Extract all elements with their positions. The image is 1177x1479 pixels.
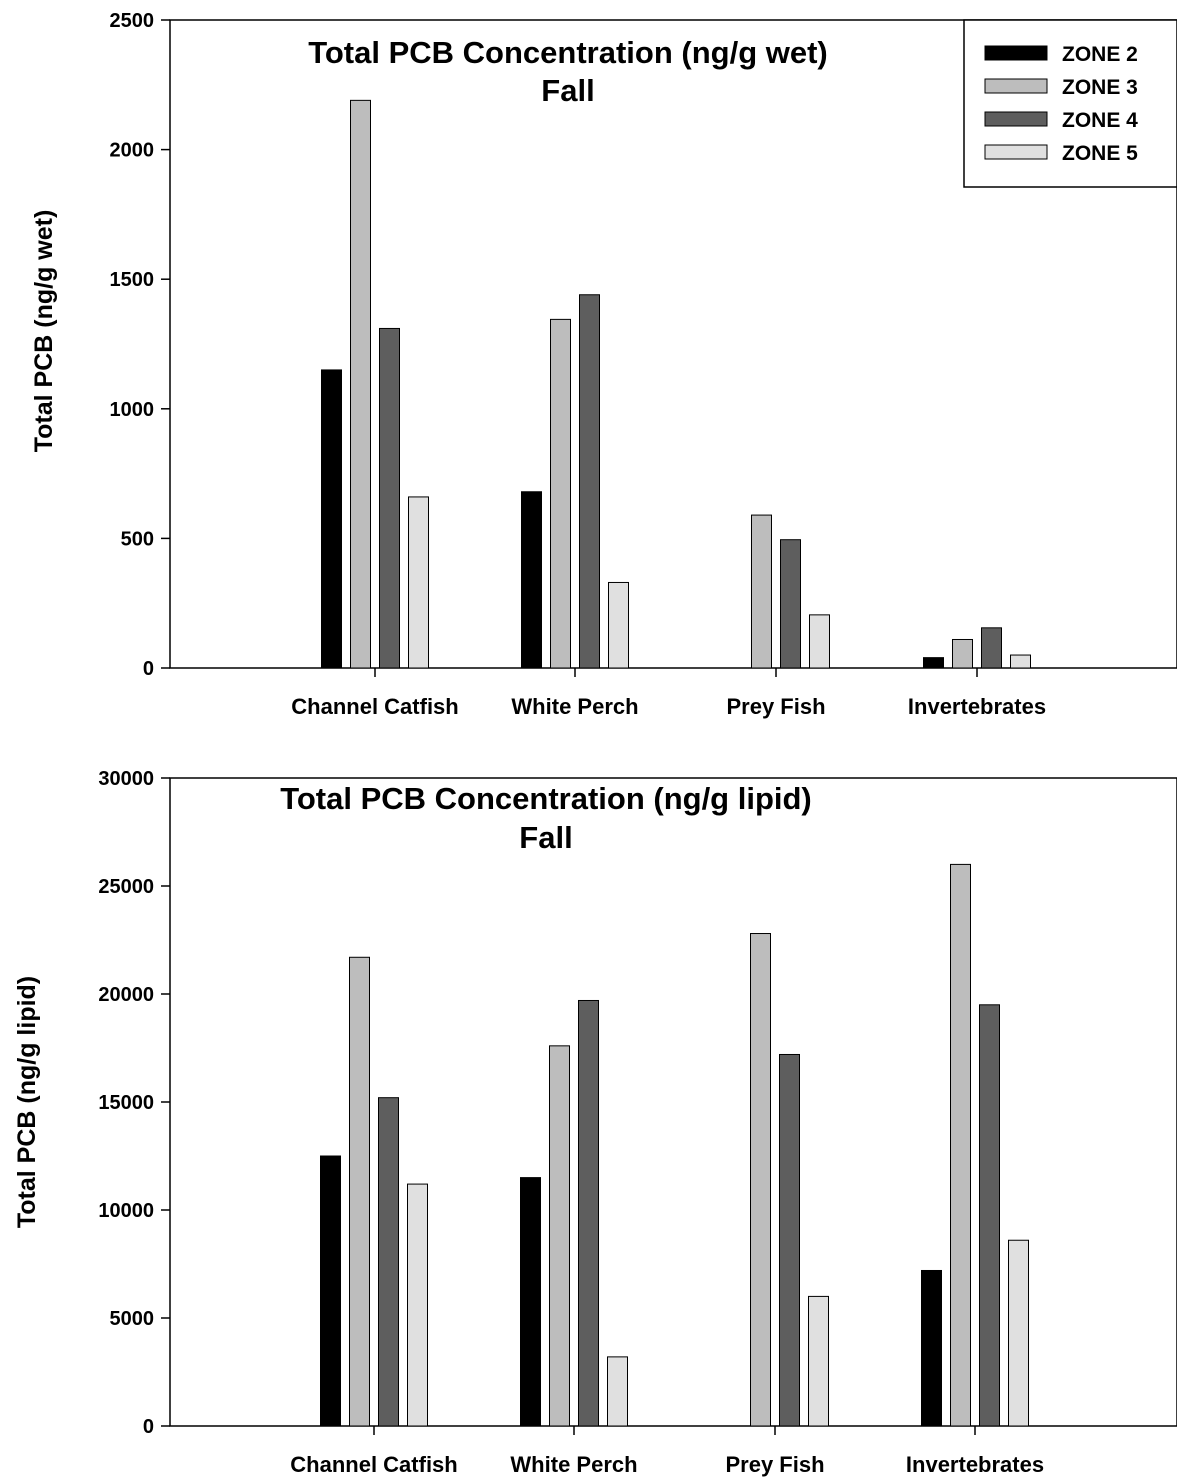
y-tick-label: 20000 [98, 984, 154, 1006]
bar [407, 1183, 428, 1427]
y-axis-label: Total PCB (ng/g lipid) [13, 976, 41, 1228]
y-tick-label: 30000 [98, 768, 154, 790]
bar [979, 1004, 1000, 1427]
bar [521, 491, 542, 669]
x-tick-label: White Perch [511, 694, 638, 719]
chart-subtitle: Fall [541, 73, 594, 108]
bar [808, 1295, 829, 1427]
x-tick-label: Prey Fish [726, 694, 825, 719]
bar [321, 369, 342, 669]
y-tick-label: 15000 [98, 1092, 154, 1114]
y-tick-label: 2000 [110, 140, 155, 162]
chart-1: 0 500 1000 1500 2000 2500 Channel Catfish White… [30, 10, 1177, 719]
bar [751, 514, 772, 669]
bar [607, 1356, 628, 1427]
y-tick-label: 10000 [98, 1200, 154, 1222]
legend-swatch [984, 144, 1048, 160]
bar [950, 863, 971, 1427]
bar [1008, 1239, 1029, 1427]
x-tick-label: White Perch [510, 1452, 637, 1477]
bar [779, 1053, 800, 1427]
legend-label: ZONE 2 [1062, 43, 1138, 66]
bar [981, 627, 1002, 669]
bar [549, 1045, 570, 1427]
y-tick-label: 0 [143, 658, 154, 680]
bar [350, 99, 371, 669]
chart-title: Total PCB Concentration (ng/g lipid) [280, 781, 812, 816]
x-tick-label: Channel Catfish [291, 694, 458, 719]
legend-label: ZONE 4 [1062, 109, 1138, 132]
legend-label: ZONE 3 [1062, 76, 1138, 99]
legend-swatch [984, 111, 1048, 127]
y-tick-label: 25000 [98, 876, 154, 898]
bar [379, 327, 400, 669]
bar [921, 1269, 942, 1427]
bar [578, 999, 599, 1427]
bar [579, 294, 600, 669]
x-tick-label: Channel Catfish [290, 1452, 457, 1477]
bar [923, 657, 944, 669]
x-tick-label: Prey Fish [725, 1452, 824, 1477]
y-tick-label: 2500 [110, 10, 155, 32]
x-tick-label: Invertebrates [906, 1452, 1044, 1477]
bar [550, 318, 571, 669]
x-tick-label: Invertebrates [908, 694, 1046, 719]
y-tick-label: 0 [143, 1416, 154, 1438]
chart-subtitle: Fall [519, 820, 572, 855]
bar [349, 956, 370, 1427]
y-axis-label: Total PCB (ng/g wet) [30, 210, 58, 453]
bar [520, 1177, 541, 1427]
bar [408, 496, 429, 669]
legend-swatch [984, 78, 1048, 94]
bar [608, 581, 629, 669]
legend: ZONE 2 ZONE 3 ZONE 4 ZONE 5 [963, 19, 1177, 188]
bar [809, 614, 830, 669]
bar [378, 1097, 399, 1427]
y-tick-label: 1500 [110, 269, 155, 291]
bar [750, 933, 771, 1427]
plot-frame [169, 19, 1177, 669]
legend-label: ZONE 5 [1062, 142, 1138, 165]
y-tick-label: 500 [121, 528, 154, 550]
bar [320, 1155, 341, 1427]
bar [1010, 654, 1031, 669]
legend-swatch [984, 45, 1048, 61]
bar [952, 638, 973, 669]
y-tick-label: 1000 [110, 399, 155, 421]
chart-title: Total PCB Concentration (ng/g wet) [308, 35, 828, 70]
chart-2: 0 5000 10000 15000 20000 25000 30000 Channel Ca… [13, 768, 1177, 1477]
y-tick-label: 5000 [110, 1308, 155, 1330]
bar [780, 539, 801, 669]
